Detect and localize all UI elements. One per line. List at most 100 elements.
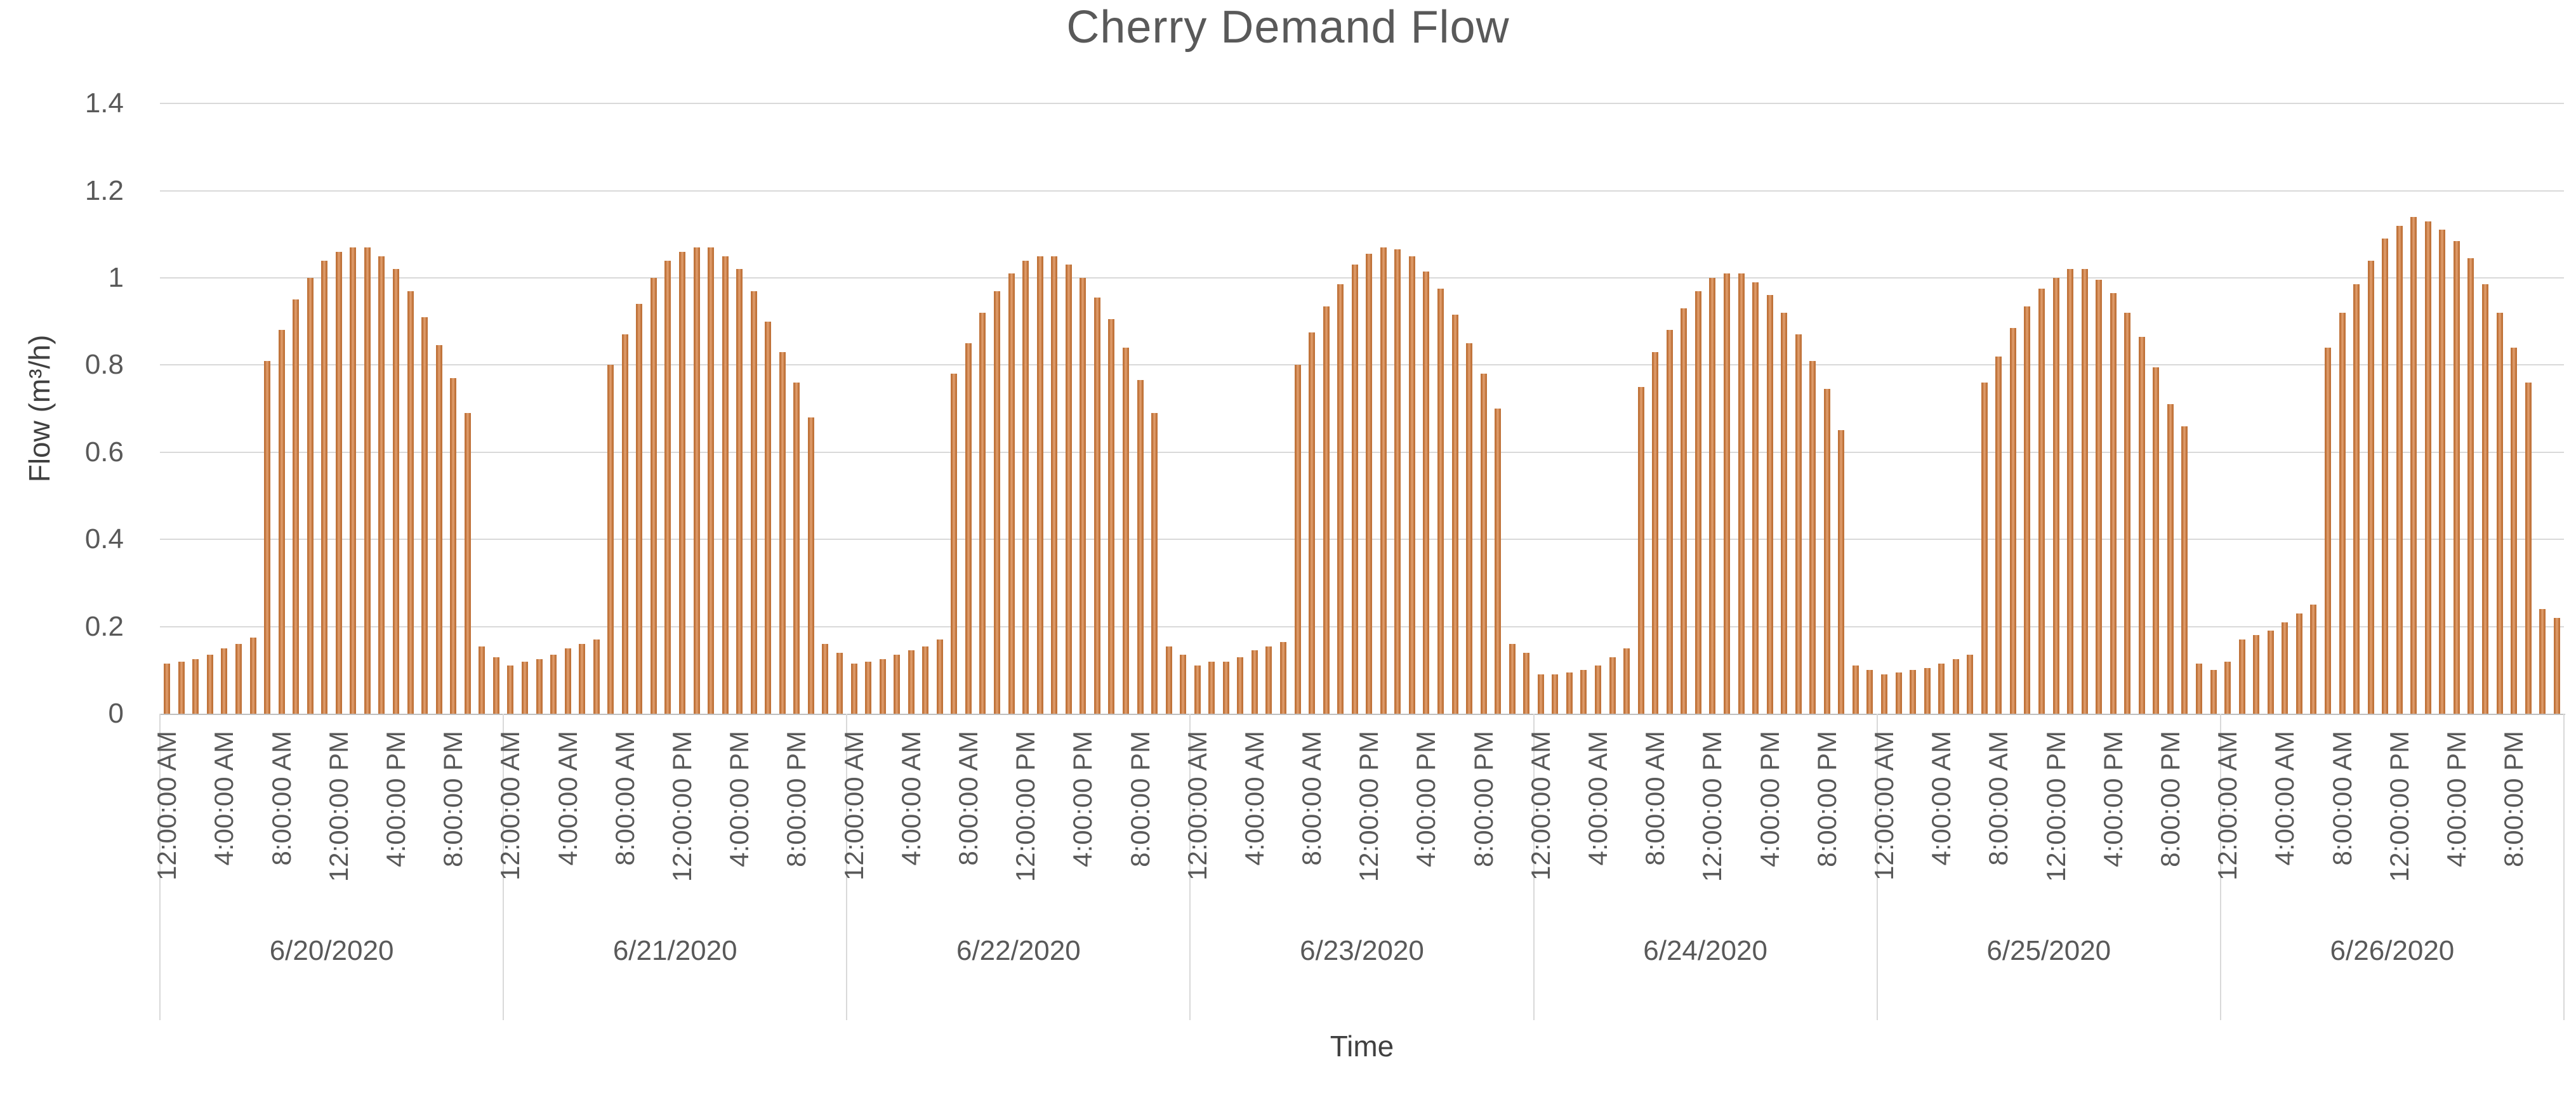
time-tick-label: 12:00:00 PM bbox=[1354, 731, 1384, 882]
bar bbox=[2553, 618, 2560, 714]
bar bbox=[1694, 291, 1701, 714]
y-tick-label: 1.4 bbox=[84, 88, 124, 119]
bar bbox=[1566, 672, 1573, 714]
bar bbox=[1165, 646, 1172, 714]
bar bbox=[1766, 295, 1773, 714]
bar bbox=[2238, 639, 2245, 714]
bar bbox=[2253, 635, 2260, 714]
bar bbox=[2181, 426, 2188, 714]
bar bbox=[579, 644, 586, 714]
date-label: 6/25/2020 bbox=[1986, 935, 2111, 966]
bar bbox=[421, 317, 428, 714]
bar bbox=[1537, 674, 1544, 714]
time-tick-label: 12:00:00 PM bbox=[1010, 731, 1041, 882]
bar bbox=[2525, 383, 2532, 714]
y-tick-label: 1.2 bbox=[84, 174, 124, 206]
bar bbox=[2367, 261, 2374, 714]
bar bbox=[1036, 256, 1043, 714]
bar bbox=[479, 646, 485, 714]
time-tick-label: 4:00:00 AM bbox=[2269, 731, 2300, 866]
y-tick-label: 1 bbox=[108, 262, 124, 293]
day-separator bbox=[503, 714, 505, 1020]
time-tick-label: 4:00:00 AM bbox=[1239, 731, 1269, 866]
time-tick-label: 8:00:00 AM bbox=[1640, 731, 1670, 866]
bar bbox=[1008, 273, 1015, 714]
bar bbox=[550, 655, 557, 714]
bar bbox=[2282, 622, 2289, 714]
y-tick-label: 0.6 bbox=[84, 436, 124, 468]
date-label: 6/20/2020 bbox=[269, 935, 394, 966]
bar bbox=[936, 639, 943, 714]
time-tick-label: 4:00:00 PM bbox=[381, 731, 411, 867]
bar bbox=[1279, 642, 1286, 714]
bar bbox=[2167, 404, 2174, 714]
bar bbox=[192, 659, 199, 714]
time-tick-label: 4:00:00 PM bbox=[1411, 731, 1441, 867]
gridline bbox=[160, 451, 2564, 453]
bar bbox=[2382, 239, 2389, 714]
chart-title: Cherry Demand Flow bbox=[1066, 2, 1510, 53]
bar bbox=[2052, 278, 2059, 714]
bar bbox=[221, 648, 228, 714]
bar bbox=[1265, 646, 1272, 714]
bar bbox=[264, 361, 271, 714]
bar bbox=[1681, 308, 1688, 714]
time-tick-label: 4:00:00 PM bbox=[2097, 731, 2128, 867]
bar bbox=[1137, 380, 1144, 714]
bar bbox=[1351, 265, 1358, 714]
bar bbox=[1423, 272, 1430, 714]
x-axis-title: Time bbox=[1330, 1030, 1394, 1063]
time-tick-label: 4:00:00 AM bbox=[1926, 731, 1957, 866]
bar bbox=[1609, 657, 1616, 714]
bar bbox=[722, 256, 729, 714]
bar bbox=[2138, 337, 2145, 714]
bar bbox=[1809, 361, 1816, 714]
gridline bbox=[160, 277, 2564, 279]
bar bbox=[293, 299, 300, 714]
bar bbox=[1880, 674, 1887, 714]
bar bbox=[1394, 249, 1401, 714]
bar bbox=[1380, 247, 1387, 714]
bar bbox=[178, 662, 185, 714]
time-tick-label: 12:00:00 AM bbox=[1868, 731, 1899, 881]
time-tick-label: 12:00:00 PM bbox=[2384, 731, 2414, 882]
bar bbox=[1580, 670, 1587, 714]
time-tick-label: 4:00:00 AM bbox=[552, 731, 583, 866]
time-tick-label: 12:00:00 PM bbox=[1697, 731, 1727, 882]
day-separator bbox=[1876, 714, 1878, 1020]
bar bbox=[951, 374, 958, 714]
bar bbox=[2410, 217, 2417, 714]
gridline bbox=[160, 190, 2564, 192]
bar bbox=[1995, 357, 2002, 714]
bar bbox=[2467, 258, 2474, 714]
bar bbox=[164, 664, 171, 714]
bar bbox=[249, 638, 256, 714]
bar bbox=[492, 657, 499, 714]
bar bbox=[464, 413, 471, 714]
bar bbox=[1251, 650, 1258, 714]
bar bbox=[779, 352, 786, 714]
bar bbox=[1838, 430, 1845, 714]
day-separator bbox=[1533, 714, 1535, 1020]
date-label: 6/26/2020 bbox=[2330, 935, 2455, 966]
bar bbox=[2024, 306, 2031, 714]
bar bbox=[2511, 348, 2518, 714]
bar bbox=[435, 345, 442, 714]
y-tick-label: 0 bbox=[108, 698, 124, 729]
bar bbox=[1437, 289, 1444, 714]
bar bbox=[1208, 662, 1215, 714]
time-tick-label: 12:00:00 AM bbox=[1182, 731, 1212, 881]
bar bbox=[2196, 664, 2203, 714]
bar bbox=[1151, 413, 1158, 714]
bar bbox=[664, 261, 671, 714]
gridline bbox=[160, 539, 2564, 541]
bar bbox=[536, 659, 543, 714]
bar bbox=[507, 666, 514, 714]
bar bbox=[1523, 653, 1530, 714]
bar bbox=[865, 662, 872, 714]
bar bbox=[1666, 330, 1673, 714]
bar bbox=[1509, 644, 1516, 714]
bar bbox=[2096, 280, 2103, 714]
bar bbox=[1595, 666, 1602, 714]
gridline bbox=[160, 103, 2564, 105]
